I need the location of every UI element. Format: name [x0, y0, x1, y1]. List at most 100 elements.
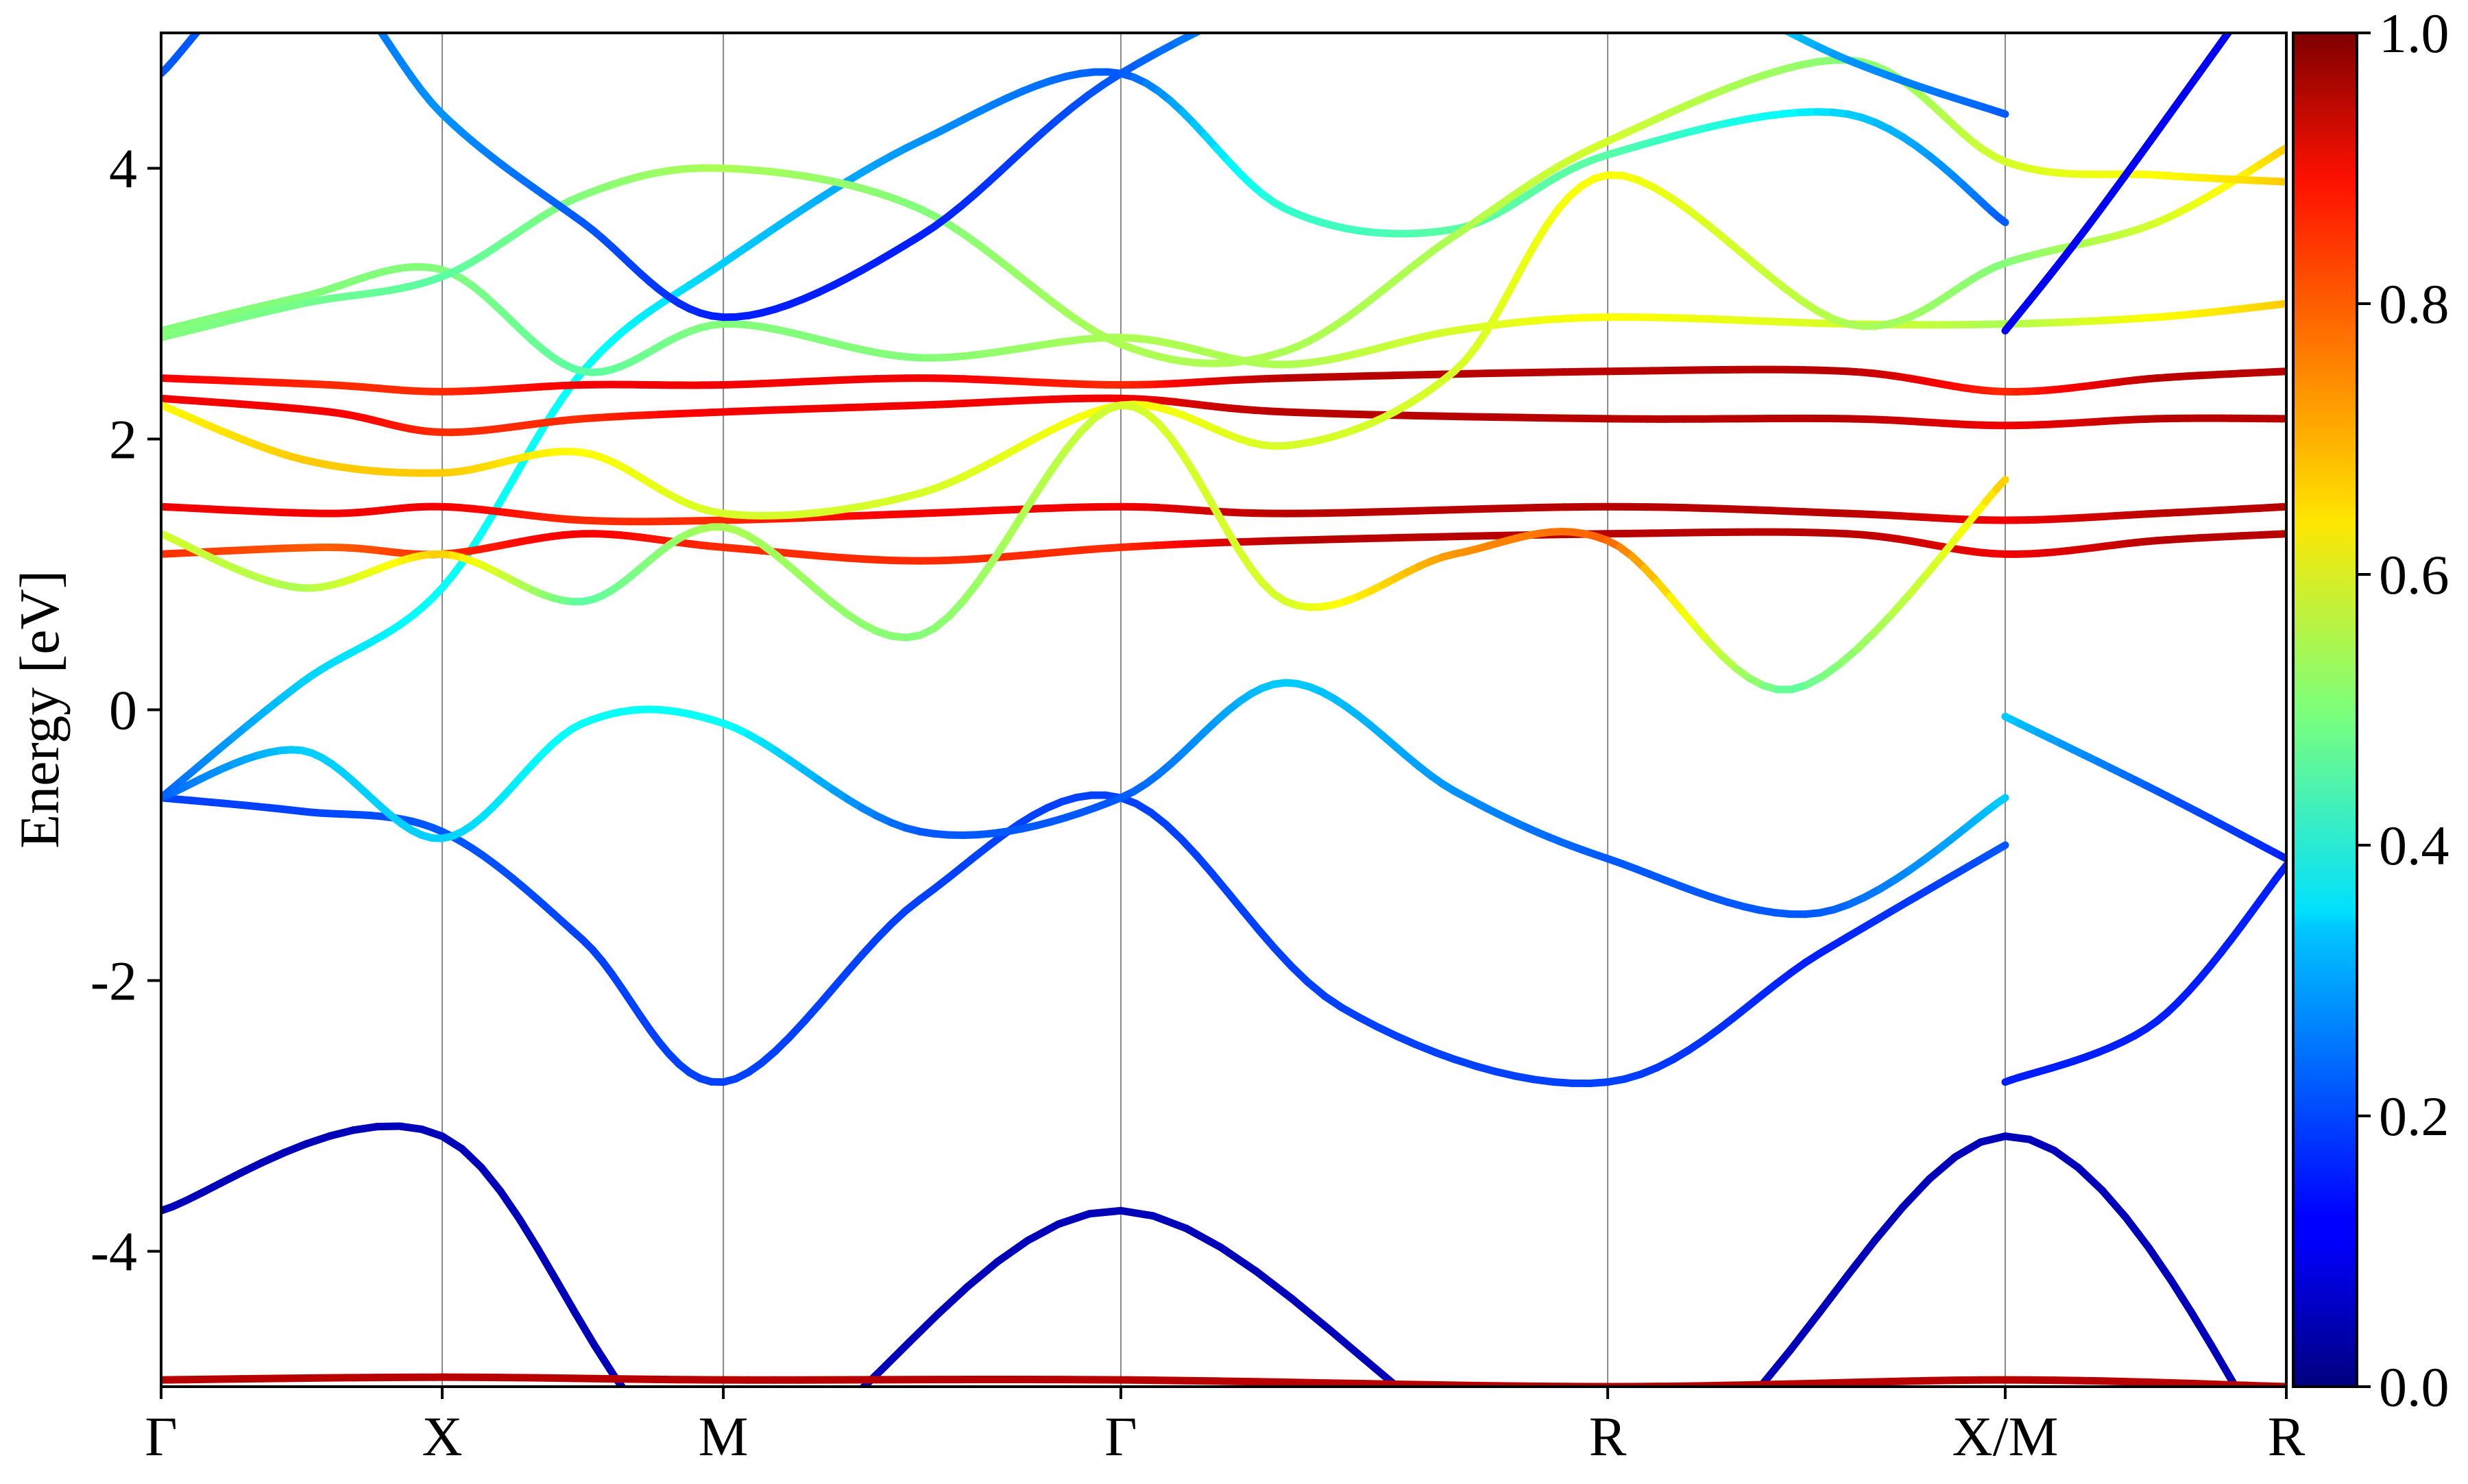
band-segment — [2199, 51, 2215, 73]
band-segment — [1473, 1445, 1508, 1467]
y-tick-label: -4 — [90, 1221, 137, 1283]
band-series — [2005, 866, 2286, 1082]
band-segment — [635, 1404, 655, 1428]
band-segment — [1256, 1382, 1292, 1383]
band-segment — [1955, 1142, 1981, 1157]
bands-group — [161, 0, 2286, 1481]
band-segment — [2230, 10, 2245, 30]
x-tick-label: X — [422, 1405, 462, 1468]
band-segment — [2029, 1139, 2054, 1150]
band-segment — [773, 1442, 799, 1457]
band-series — [161, 398, 2286, 433]
band-segment — [1731, 3, 1749, 12]
band-segment — [1508, 1467, 1542, 1481]
band-segment — [1761, 1384, 1791, 1385]
band-segment — [1749, 12, 1767, 21]
band-segment — [500, 1191, 519, 1219]
band-segment — [909, 1314, 938, 1342]
band-segment — [1998, 798, 2005, 803]
band-segment — [799, 1422, 826, 1442]
band-segment — [1929, 1157, 1955, 1179]
band-segment — [1996, 480, 2005, 489]
colorbar-tick-label: 0.6 — [2379, 544, 2449, 606]
band-segment — [938, 1287, 967, 1314]
band-segment — [1981, 1136, 2005, 1143]
y-tick-label: -2 — [90, 950, 137, 1012]
band-segment — [212, 3, 223, 15]
band-segment — [2054, 1150, 2078, 1167]
band-segment — [677, 1448, 700, 1461]
band-segment — [2126, 1217, 2149, 1248]
band-segment — [1731, 1386, 1761, 1419]
band-segment — [557, 1281, 576, 1314]
band-segment — [2212, 1346, 2230, 1377]
band-segment — [1999, 112, 2005, 114]
y-axis-label: Energy [eV] — [8, 570, 71, 849]
band-segment — [2153, 117, 2168, 138]
band-segment — [2168, 95, 2183, 117]
colorbar-tick-label: 1.0 — [2379, 2, 2449, 64]
band-segment — [1713, 0, 1731, 3]
band-segment — [1902, 1179, 1929, 1207]
band-segment — [1791, 1313, 1819, 1350]
band-segment — [1819, 1276, 1848, 1313]
band-segment — [2247, 1407, 2262, 1432]
band-segment — [1401, 1389, 1437, 1418]
band-segment — [1998, 845, 2005, 849]
band-segment — [2170, 1280, 2192, 1313]
band-segment — [1217, 12, 1237, 23]
band-series — [2005, 0, 2286, 331]
band-segment — [2078, 1167, 2102, 1190]
band-segment — [201, 15, 211, 27]
band-segment — [1256, 1272, 1292, 1299]
band-segment — [1876, 1381, 1903, 1382]
band-segment — [1221, 1381, 1256, 1382]
band-series — [161, 1377, 2286, 1387]
band-segment — [481, 1167, 500, 1191]
colorbar-ticks: 0.00.20.40.60.81.0 — [2357, 2, 2449, 1418]
x-tick-label: R — [2268, 1405, 2306, 1468]
x-tick-label: Γ — [145, 1405, 177, 1468]
band-segment — [1196, 22, 1217, 32]
band-segment — [1238, 3, 1259, 12]
band-series — [2005, 716, 2286, 858]
band-segment — [462, 1149, 481, 1167]
band-segment — [826, 1397, 854, 1421]
band-segment — [1791, 1383, 1819, 1384]
band-segment — [1701, 1419, 1731, 1448]
band-segment — [2149, 1248, 2170, 1280]
band-segment — [1442, 536, 1467, 537]
band-segment — [1639, 1472, 1670, 1481]
band-segment — [1259, 0, 1280, 3]
y-tick-label: 4 — [109, 138, 137, 200]
band-segment — [1037, 470, 1052, 491]
band-segment — [1892, 594, 1910, 613]
band-segment — [519, 1219, 537, 1249]
band-segment — [1848, 1240, 1876, 1276]
band-segment — [223, 0, 234, 3]
band-segment — [372, 19, 383, 34]
band-segment — [997, 1241, 1028, 1262]
band-segment — [1927, 554, 1944, 574]
band-segment — [1848, 1382, 1876, 1383]
band-segment — [1910, 574, 1927, 594]
band-segment — [1442, 416, 1467, 417]
colorbar — [2293, 33, 2357, 1387]
x-tick-label: Γ — [1104, 1405, 1137, 1468]
band-segment — [2192, 1313, 2212, 1346]
band-segment — [1876, 1207, 1903, 1240]
colorbar-tick-label: 0.0 — [2379, 1356, 2449, 1418]
band-segment — [1437, 1419, 1473, 1445]
band-segment — [2183, 73, 2199, 95]
band-segment — [748, 1457, 773, 1466]
band-segment — [1008, 515, 1022, 538]
y-tick-label: 2 — [109, 409, 137, 471]
band-segment — [2102, 1191, 2125, 1217]
band-segment — [1221, 1248, 1256, 1272]
band-segment — [575, 1313, 594, 1346]
band-segment — [1442, 509, 1467, 510]
